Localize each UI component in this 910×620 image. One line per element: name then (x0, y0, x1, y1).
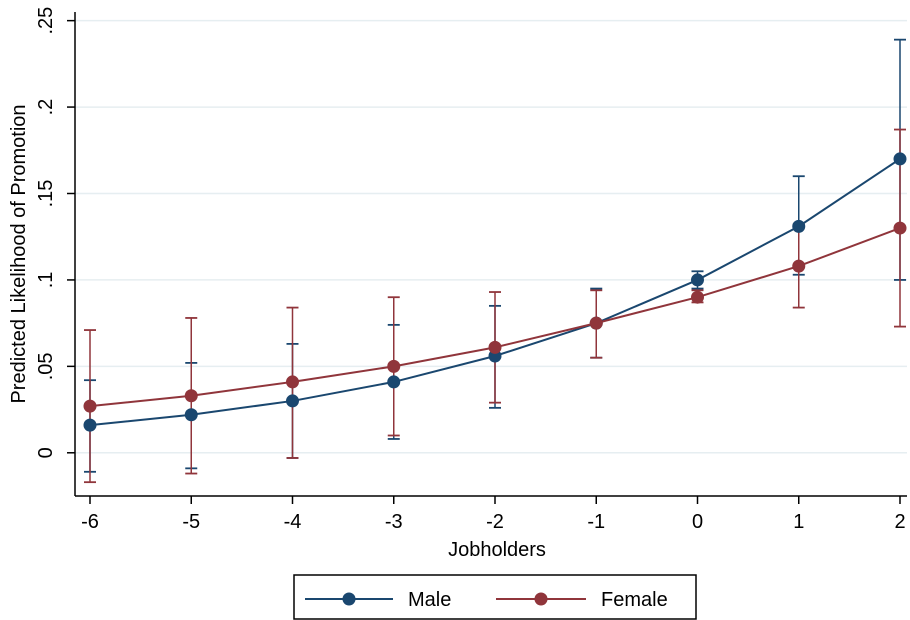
data-point (184, 408, 198, 422)
legend-box (293, 574, 697, 620)
x-tick-label: -2 (486, 511, 504, 533)
data-point (286, 394, 299, 408)
x-tick-label: -3 (385, 511, 403, 533)
series-layer (83, 38, 907, 484)
series-female (84, 128, 906, 484)
x-axis-title: Jobholders (448, 539, 546, 561)
x-tick-label: -4 (284, 511, 302, 533)
legend-items: Male Female (305, 589, 668, 611)
axes-layer (74, 12, 907, 497)
data-point (387, 359, 401, 373)
x-tick-label: -1 (587, 511, 605, 533)
y-tick-label: .2 (35, 99, 57, 116)
y-tick-label: .25 (35, 7, 57, 35)
data-point (691, 290, 704, 304)
data-point (792, 259, 806, 273)
legend-label: Male (408, 589, 451, 611)
grid-layer (75, 19, 907, 454)
y-ticks-layer: 0 .05 .1 .15 .2 .25 (35, 7, 75, 458)
legend-marker (342, 592, 356, 606)
data-point (691, 273, 704, 287)
x-ticks-layer: -6 -5 -4 -3 -2 -1 0 1 2 (81, 496, 906, 533)
series-female-line-group (83, 221, 907, 413)
y-tick-label: 0 (35, 447, 57, 458)
legend-marker (534, 592, 548, 606)
y-tick-label: .1 (35, 272, 57, 289)
data-point (83, 399, 97, 413)
data-point (893, 152, 907, 166)
x-tick-label: -6 (81, 511, 99, 533)
series-male (84, 38, 906, 473)
data-point (387, 375, 401, 389)
data-point (792, 219, 806, 233)
x-tick-label: -5 (182, 511, 200, 533)
legend: Male Female (293, 574, 697, 620)
data-point (589, 316, 603, 330)
data-point (83, 418, 97, 432)
y-tick-label: .15 (35, 180, 57, 208)
data-point (286, 375, 299, 389)
legend-item-male: Male (305, 589, 451, 611)
y-tick-label: .05 (35, 352, 57, 380)
y-axis-title: Predicted Likelihood of Promotion (8, 104, 30, 403)
data-point (893, 221, 907, 235)
x-tick-label: 1 (793, 511, 804, 533)
data-point (184, 389, 198, 403)
x-tick-label: 0 (692, 511, 703, 533)
data-point (488, 340, 502, 354)
legend-item-female: Female (496, 589, 668, 611)
legend-label: Female (601, 589, 668, 611)
x-tick-label: 2 (894, 511, 905, 533)
